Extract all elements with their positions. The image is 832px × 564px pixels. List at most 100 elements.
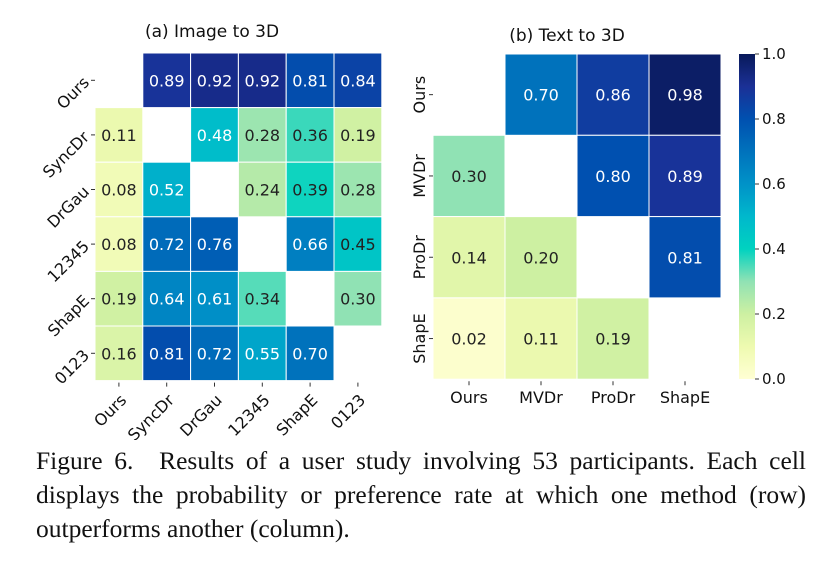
x-tick-label: ShapE <box>660 388 710 407</box>
heatmap-cell <box>432 216 506 299</box>
colorbar-tick-label: 0.2 <box>762 305 786 323</box>
heatmap-cell <box>432 134 506 218</box>
cell-value-label: 0.45 <box>340 235 376 254</box>
chart-a-title: (a) Image to 3D <box>145 22 279 42</box>
heatmap-cell <box>142 216 192 272</box>
heatmap-cell <box>237 107 287 163</box>
cell-value-label: 0.70 <box>292 344 328 363</box>
x-tick-label: DrGau <box>176 390 226 440</box>
heatmap-cell <box>576 134 650 218</box>
heatmap-cell <box>190 216 239 272</box>
cell-value-label: 0.30 <box>451 167 487 186</box>
cell-value-label: 0.30 <box>340 290 376 309</box>
cell-value-label: 0.02 <box>451 330 487 349</box>
heatmap-cell <box>190 325 239 382</box>
heatmap-cell <box>432 297 506 380</box>
heatmap-cell <box>142 270 192 327</box>
cell-value-label: 0.89 <box>149 71 185 90</box>
cell-value-label: 0.28 <box>244 126 280 145</box>
cell-value-label: 0.16 <box>101 344 137 363</box>
y-tick-label: ProDr <box>410 235 429 280</box>
heatmap-cell <box>648 134 722 218</box>
heatmap-cell <box>504 297 578 380</box>
heatmap-cell <box>237 52 287 109</box>
y-tick-label: SyncDr <box>39 127 93 181</box>
x-tick-label: Ours <box>450 388 488 407</box>
cell-value-label: 0.61 <box>197 290 233 309</box>
cell-value-label: 0.11 <box>523 330 559 349</box>
cell-value-label: 0.24 <box>244 181 280 200</box>
heatmap-text-to-3d: 0.70 0.86 0.98 0.30 0.80 0.89 0.14 0.20 0.81 0.02… <box>410 53 722 407</box>
y-tick-label: DrGau <box>43 182 93 232</box>
heatmap-cell <box>237 325 287 382</box>
colorbar: 0.0 0.2 0.4 0.6 0.8 1.0 <box>739 45 786 388</box>
heatmap-cell <box>333 270 383 327</box>
heatmap-cell <box>94 270 144 327</box>
figure: (a) Image to 3D (b) Text to 3D 0.89 0.92 0… <box>39 22 786 440</box>
x-tick-label: SyncDr <box>124 390 178 440</box>
caption-text: Results of a user study involving 53 par… <box>36 446 806 543</box>
heatmap-cell <box>237 161 287 218</box>
heatmap-image-to-3d: 0.89 0.92 0.92 0.81 0.84 0.11 0.48 0.28 0.36 0.19… <box>39 52 383 440</box>
heatmap-cell <box>285 325 335 382</box>
cell-value-label: 0.81 <box>667 248 703 267</box>
cell-value-label: 0.19 <box>595 330 631 349</box>
heatmap-cell <box>648 53 722 136</box>
heatmap-cell <box>576 53 650 136</box>
cell-value-label: 0.70 <box>523 86 559 105</box>
heatmap-cell <box>648 216 722 299</box>
cell-value-label: 0.14 <box>451 248 487 267</box>
cell-value-label: 0.08 <box>101 181 137 200</box>
heatmap-cell <box>333 216 383 272</box>
cell-value-label: 0.11 <box>101 126 137 145</box>
cell-value-label: 0.55 <box>244 344 280 363</box>
heatmap-cell <box>190 107 239 163</box>
x-tick-label: 0123 <box>327 390 369 432</box>
cell-value-label: 0.72 <box>197 344 233 363</box>
heatmap-cell <box>333 107 383 163</box>
caption-label: Figure 6. <box>36 446 134 475</box>
cell-value-label: 0.36 <box>292 126 328 145</box>
x-tick-label: ProDr <box>591 388 636 407</box>
cell-value-label: 0.20 <box>523 248 559 267</box>
colorbar-tick-label: 1.0 <box>762 45 786 63</box>
y-tick-label: 0123 <box>51 346 93 388</box>
colorbar-tick-label: 0.6 <box>762 175 786 193</box>
y-tick-label: MVDr <box>410 154 429 198</box>
y-tick-label: Ours <box>410 76 429 114</box>
cell-value-label: 0.84 <box>340 71 376 90</box>
heatmap-cell <box>190 52 239 109</box>
heatmap-cell <box>190 270 239 327</box>
x-tick-label: MVDr <box>519 388 563 407</box>
heatmap-cell <box>504 53 578 136</box>
cell-value-label: 0.19 <box>101 290 137 309</box>
cell-value-label: 0.72 <box>149 235 185 254</box>
cell-value-label: 0.48 <box>197 126 233 145</box>
heatmap-cell <box>142 52 192 109</box>
y-tick-label: ShapE <box>44 291 93 340</box>
heatmap-cell <box>504 216 578 299</box>
x-tick-label: Ours <box>90 390 130 430</box>
colorbar-tick-label: 0.8 <box>762 110 786 128</box>
x-tick-label: 12345 <box>224 390 273 439</box>
cell-value-label: 0.81 <box>149 344 185 363</box>
cell-value-label: 0.89 <box>667 167 703 186</box>
cell-value-label: 0.80 <box>595 167 631 186</box>
cell-value-label: 0.66 <box>292 235 328 254</box>
chart-b-title: (b) Text to 3D <box>509 26 625 46</box>
figure-caption: Figure 6. Results of a user study involv… <box>36 444 806 546</box>
cell-value-label: 0.39 <box>292 181 328 200</box>
y-tick-label: ShapE <box>410 313 429 363</box>
cell-value-label: 0.76 <box>197 235 233 254</box>
colorbar-tick-label: 0.4 <box>762 240 786 258</box>
cell-value-label: 0.19 <box>340 126 376 145</box>
cell-value-label: 0.81 <box>292 71 328 90</box>
cell-value-label: 0.34 <box>244 290 280 309</box>
y-tick-label: Ours <box>53 73 93 113</box>
heatmap-cell <box>142 161 192 218</box>
y-tick-label: 12345 <box>44 237 93 286</box>
cell-value-label: 0.28 <box>340 181 376 200</box>
cell-value-label: 0.86 <box>595 86 631 105</box>
heatmap-cell <box>237 270 287 327</box>
colorbar-gradient <box>739 54 755 379</box>
